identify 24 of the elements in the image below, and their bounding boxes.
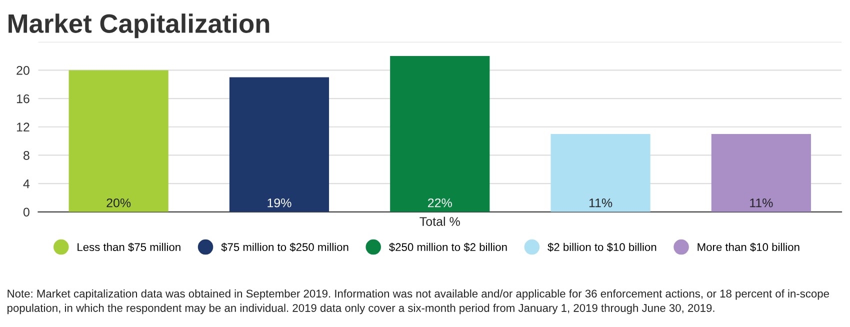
legend-label: More than $10 billion <box>698 242 800 252</box>
legend-label: $75 million to $250 million <box>221 242 348 252</box>
x-tick-label: Total % <box>420 216 460 226</box>
y-tick-label: 8 <box>24 151 30 160</box>
y-tick-label: 16 <box>16 94 30 104</box>
bar <box>390 56 490 212</box>
bar <box>550 134 650 212</box>
legend-label: $250 million to $2 billion <box>389 242 507 252</box>
data-label: 20% <box>106 198 131 208</box>
data-label: 19% <box>268 198 292 208</box>
bar <box>711 134 811 212</box>
chart-title: Market Capitalization <box>8 14 270 38</box>
bar <box>229 77 330 212</box>
y-tick-label: 12 <box>16 122 30 132</box>
y-tick-label: 4 <box>23 179 30 188</box>
data-label: 11% <box>589 198 612 208</box>
y-tick-label: 20 <box>16 66 30 75</box>
data-label: 22% <box>428 198 452 208</box>
text: Note: Market capitalization data was obtained in September 2019. Information was not available and/or applicable for 36 enforcement actions, or 18 percent of in-scope population, in which the respondent may be an individual. 2019 data only cover a six-month period from January 1, 2019 through June 30, 2019. <box>8 289 830 314</box>
y-tick-label: 0 <box>23 208 30 217</box>
bar <box>68 70 168 212</box>
legend-label: Less than $75 million <box>78 242 180 252</box>
data-label: 11% <box>750 198 773 208</box>
legend-label: $2 billion to $10 billion <box>548 242 656 252</box>
